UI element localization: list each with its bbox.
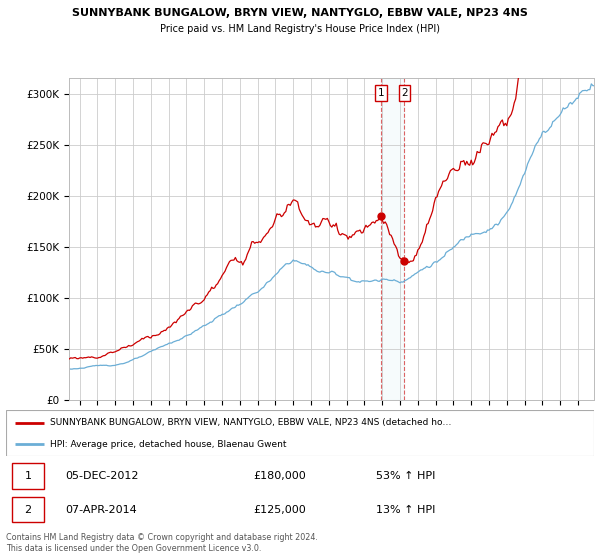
Text: SUNNYBANK BUNGALOW, BRYN VIEW, NANTYGLO, EBBW VALE, NP23 4NS (detached ho…: SUNNYBANK BUNGALOW, BRYN VIEW, NANTYGLO,… [50, 418, 451, 427]
Text: 1: 1 [377, 88, 384, 98]
Text: HPI: Average price, detached house, Blaenau Gwent: HPI: Average price, detached house, Blae… [50, 440, 287, 449]
Text: 1: 1 [25, 471, 32, 481]
Text: SUNNYBANK BUNGALOW, BRYN VIEW, NANTYGLO, EBBW VALE, NP23 4NS: SUNNYBANK BUNGALOW, BRYN VIEW, NANTYGLO,… [72, 8, 528, 18]
Text: 2: 2 [401, 88, 408, 98]
Text: £125,000: £125,000 [253, 505, 306, 515]
Bar [12, 497, 44, 522]
Bar [12, 464, 44, 488]
Text: 53% ↑ HPI: 53% ↑ HPI [376, 471, 436, 481]
Text: 05-DEC-2012: 05-DEC-2012 [65, 471, 139, 481]
Text: 2: 2 [25, 505, 32, 515]
Bar [381, 78, 404, 400]
Text: Contains HM Land Registry data © Crown copyright and database right 2024.
This d: Contains HM Land Registry data © Crown c… [6, 533, 318, 553]
Text: 13% ↑ HPI: 13% ↑ HPI [376, 505, 436, 515]
Text: £180,000: £180,000 [253, 471, 306, 481]
Text: 07-APR-2014: 07-APR-2014 [65, 505, 137, 515]
Text: Price paid vs. HM Land Registry's House Price Index (HPI): Price paid vs. HM Land Registry's House … [160, 24, 440, 34]
